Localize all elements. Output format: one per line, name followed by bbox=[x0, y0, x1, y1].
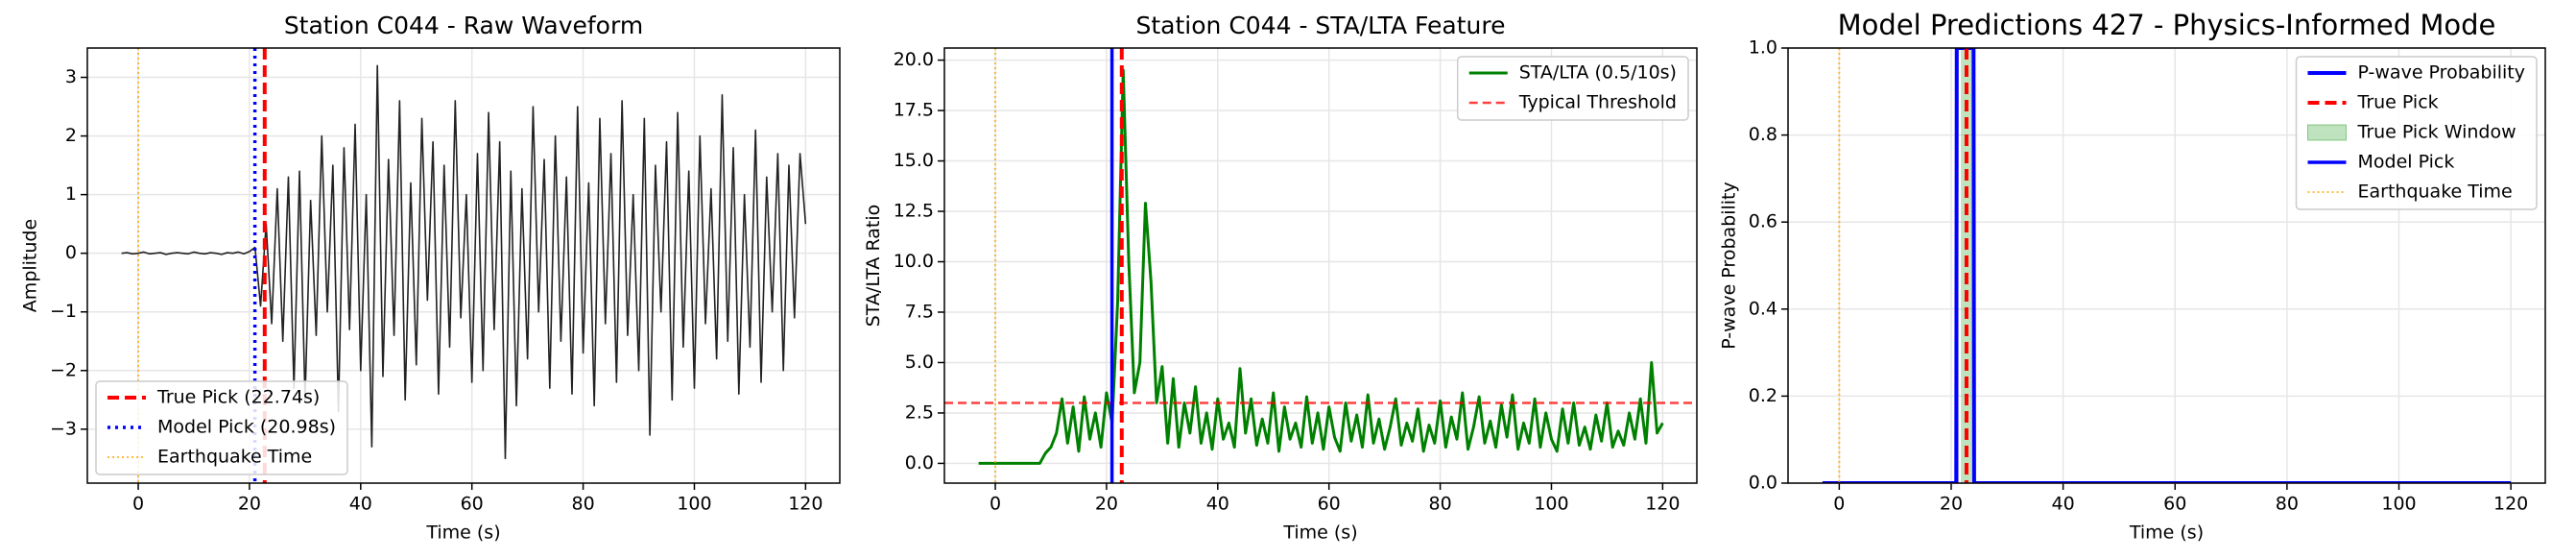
x-tick-label: 40 bbox=[1206, 494, 1229, 515]
y-axis-label: STA/LTA Ratio bbox=[863, 205, 884, 328]
y-tick-label: 17.5 bbox=[894, 100, 934, 121]
x-tick-label: 120 bbox=[2493, 494, 2528, 515]
y-tick-label: 1.0 bbox=[1749, 37, 1777, 59]
y-tick-label: −2 bbox=[50, 359, 77, 380]
legend-label: Earthquake Time bbox=[157, 447, 312, 468]
legend-box bbox=[2295, 56, 2538, 210]
legend-label: Model Pick bbox=[2358, 152, 2455, 173]
y-tick-label: 0.4 bbox=[1749, 298, 1777, 319]
x-tick-label: 20 bbox=[1940, 494, 1963, 515]
x-tick-label: 0 bbox=[132, 494, 144, 515]
y-axis-label: Amplitude bbox=[19, 219, 40, 312]
plot-area bbox=[944, 48, 1697, 483]
x-tick-label: 100 bbox=[2381, 494, 2416, 515]
y-tick-label: 0.8 bbox=[1749, 124, 1777, 145]
y-axis-label: P-wave Probability bbox=[1718, 182, 1739, 350]
y-tick-label: 20.0 bbox=[894, 49, 934, 70]
subplot: 0 20 40 60 80 100 120 −3 −2 −1 0 1 2 3 Time (s) Amplitu… bbox=[19, 12, 841, 544]
axes-frame bbox=[943, 47, 1698, 484]
y-tick-label: 2 bbox=[65, 125, 77, 146]
y-tick-label: 15.0 bbox=[894, 150, 934, 171]
legend: P-wave Probability True Pick True Pick Win… bbox=[2295, 56, 2538, 210]
x-tick-label: 60 bbox=[2163, 494, 2186, 515]
subplot: 0 20 40 60 80 100 120 0.0 2.5 5.0 7.5 10.0 12.5 15.0 1… bbox=[863, 12, 1698, 544]
legend-box bbox=[95, 380, 348, 475]
y-tick-label: 12.5 bbox=[894, 201, 934, 222]
legend-label: P-wave Probability bbox=[2358, 62, 2526, 84]
x-axis-label: Time (s) bbox=[1282, 523, 1357, 544]
y-tick-label: 7.5 bbox=[905, 301, 934, 322]
y-tick-label: 2.5 bbox=[905, 401, 934, 423]
plot-area bbox=[1822, 48, 2512, 483]
y-tick-label: 0.0 bbox=[905, 452, 934, 474]
legend-label: Model Pick (20.98s) bbox=[157, 417, 336, 438]
x-axis-label: Time (s) bbox=[425, 523, 500, 544]
y-tick-label: 10.0 bbox=[894, 251, 934, 272]
x-tick-label: 40 bbox=[2052, 494, 2075, 515]
x-tick-label: 20 bbox=[1095, 494, 1118, 515]
legend-label: Typical Threshold bbox=[1518, 92, 1677, 113]
legend-label: True Pick Window bbox=[2357, 122, 2516, 143]
data-line bbox=[978, 68, 1664, 465]
y-tick-label: −3 bbox=[50, 418, 77, 439]
legend-label: True Pick bbox=[2357, 92, 2439, 113]
x-tick-label: 0 bbox=[990, 494, 1001, 515]
y-tick-label: 1 bbox=[65, 183, 77, 205]
axes-frame bbox=[1787, 47, 2546, 484]
chart-title: Station C044 - Raw Waveform bbox=[284, 12, 643, 39]
x-tick-label: 80 bbox=[1428, 494, 1451, 515]
x-tick-label: 0 bbox=[1833, 494, 1845, 515]
legend-swatch bbox=[2307, 124, 2347, 141]
x-axis-label: Time (s) bbox=[2129, 523, 2204, 544]
legend-box bbox=[1456, 56, 1689, 121]
legend-label: Earthquake Time bbox=[2358, 182, 2513, 203]
x-tick-label: 20 bbox=[238, 494, 261, 515]
legend: True Pick (22.74s) Model Pick (20.98s) Ear… bbox=[95, 380, 348, 475]
chart-title: Station C044 - STA/LTA Feature bbox=[1136, 12, 1506, 39]
x-tick-label: 80 bbox=[571, 494, 594, 515]
chart-title: Model Predictions 427 - Physics-Informed… bbox=[1838, 9, 2496, 41]
subplot: 0 20 40 60 80 100 120 0.0 0.2 0.4 0.6 0.8 1.0 Time (s… bbox=[1718, 9, 2546, 544]
y-tick-label: 0.2 bbox=[1749, 385, 1777, 406]
data-line bbox=[121, 64, 807, 460]
x-tick-label: 80 bbox=[2276, 494, 2299, 515]
x-tick-label: 120 bbox=[788, 494, 823, 515]
y-tick-label: 5.0 bbox=[905, 352, 934, 373]
y-tick-label: 0.0 bbox=[1749, 473, 1777, 494]
y-tick-label: −1 bbox=[50, 301, 77, 322]
y-tick-label: 3 bbox=[65, 66, 77, 87]
x-tick-label: 100 bbox=[677, 494, 711, 515]
x-tick-label: 40 bbox=[349, 494, 372, 515]
x-tick-label: 100 bbox=[1534, 494, 1568, 515]
y-tick-label: 0 bbox=[65, 242, 77, 263]
y-tick-label: 0.6 bbox=[1749, 211, 1777, 232]
legend-label: STA/LTA (0.5/10s) bbox=[1519, 62, 1677, 84]
x-tick-label: 60 bbox=[1318, 494, 1341, 515]
axes-frame bbox=[86, 47, 841, 484]
x-tick-label: 120 bbox=[1645, 494, 1680, 515]
legend-label: True Pick (22.74s) bbox=[156, 387, 320, 408]
legend: STA/LTA (0.5/10s) Typical Threshold bbox=[1456, 56, 1689, 121]
x-tick-label: 60 bbox=[461, 494, 484, 515]
